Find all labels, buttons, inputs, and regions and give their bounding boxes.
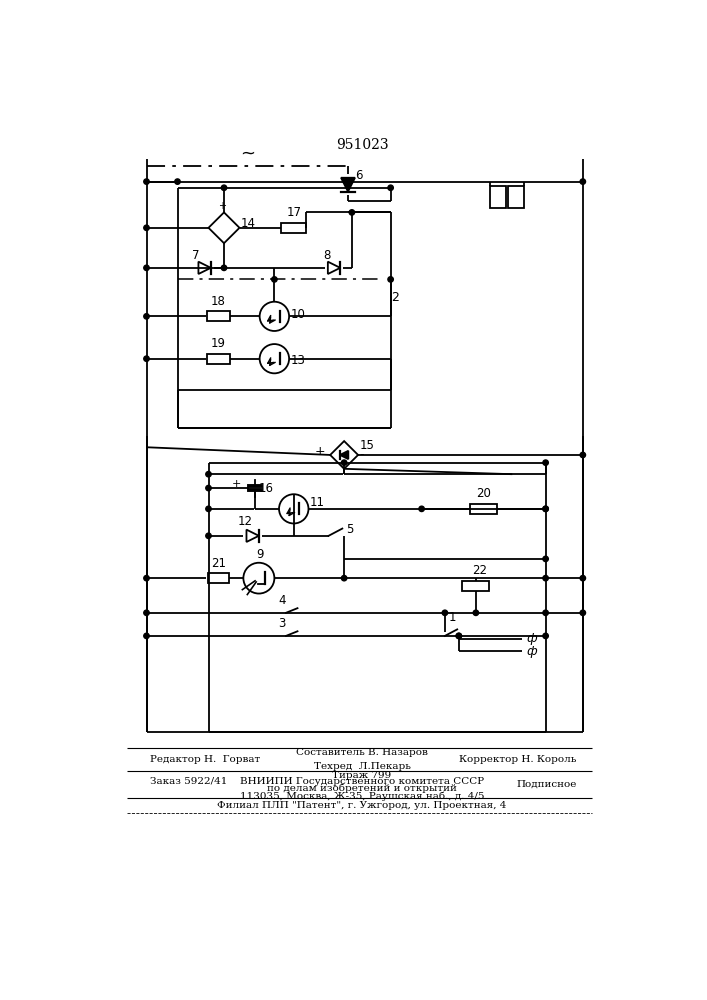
Circle shape (144, 610, 149, 615)
Text: ф: ф (526, 645, 537, 658)
Circle shape (543, 633, 549, 639)
Text: 17: 17 (286, 206, 301, 219)
Text: 12: 12 (238, 515, 252, 528)
Polygon shape (269, 353, 280, 364)
Bar (462, 581, 489, 591)
Circle shape (543, 556, 549, 562)
Text: 19: 19 (211, 337, 226, 350)
Text: 1: 1 (449, 611, 456, 624)
Text: 3: 3 (279, 617, 286, 630)
Bar (470, 504, 497, 514)
Polygon shape (330, 441, 358, 469)
Text: Тираж 799: Тираж 799 (332, 771, 392, 780)
Circle shape (580, 452, 585, 458)
Bar (207, 354, 230, 364)
Circle shape (279, 494, 308, 523)
Circle shape (341, 575, 347, 581)
Circle shape (388, 185, 393, 190)
Bar (281, 223, 306, 233)
Circle shape (442, 610, 448, 615)
Text: ВНИИПИ Государственного комитета СССР: ВНИИПИ Государственного комитета СССР (240, 777, 484, 786)
Circle shape (456, 633, 462, 639)
Circle shape (144, 225, 149, 230)
Circle shape (543, 460, 549, 465)
Text: 5: 5 (346, 523, 353, 536)
Text: ~: ~ (240, 144, 255, 162)
Circle shape (144, 575, 149, 581)
Text: 11: 11 (310, 496, 325, 509)
Circle shape (144, 265, 149, 271)
Circle shape (206, 472, 211, 477)
Text: Составитель В. Назаров: Составитель В. Назаров (296, 748, 428, 757)
Circle shape (580, 179, 585, 184)
Text: -: - (360, 448, 364, 461)
Circle shape (388, 277, 393, 282)
Text: по делам изобретений и открытий: по делам изобретений и открытий (267, 784, 457, 793)
Text: 10: 10 (291, 308, 305, 321)
Text: 22: 22 (472, 564, 487, 577)
Text: 4: 4 (279, 594, 286, 607)
Circle shape (221, 265, 227, 271)
Circle shape (341, 460, 347, 465)
Polygon shape (288, 503, 299, 514)
Circle shape (543, 575, 549, 581)
Circle shape (144, 633, 149, 639)
Circle shape (144, 314, 149, 319)
Bar (208, 573, 230, 583)
Text: Заказ 5922/41: Заказ 5922/41 (151, 777, 228, 786)
Text: 951023: 951023 (336, 138, 388, 152)
Circle shape (144, 356, 149, 361)
Polygon shape (269, 311, 280, 322)
Text: 14: 14 (241, 217, 256, 230)
Circle shape (543, 610, 549, 615)
Bar (508, 186, 524, 208)
Polygon shape (340, 451, 349, 459)
Circle shape (543, 506, 549, 512)
Circle shape (419, 506, 424, 512)
Circle shape (206, 506, 211, 512)
Text: Техред  Л.Пекарь: Техред Л.Пекарь (313, 762, 410, 771)
Circle shape (221, 185, 227, 190)
Bar (490, 186, 506, 208)
Text: 9: 9 (257, 548, 264, 561)
Circle shape (175, 179, 180, 184)
Circle shape (349, 210, 355, 215)
Circle shape (271, 277, 277, 282)
Text: Редактор Н.  Горват: Редактор Н. Горват (151, 755, 261, 764)
Circle shape (543, 506, 549, 512)
Text: 2: 2 (391, 291, 399, 304)
Circle shape (259, 302, 289, 331)
Polygon shape (209, 212, 240, 243)
Circle shape (144, 179, 149, 184)
Text: 6: 6 (355, 169, 363, 182)
Circle shape (580, 575, 585, 581)
Text: +: + (218, 201, 226, 211)
Text: 13: 13 (291, 354, 305, 367)
Circle shape (473, 610, 479, 615)
Text: 21: 21 (211, 557, 226, 570)
Text: +: + (314, 445, 325, 458)
Text: 8: 8 (323, 249, 331, 262)
Circle shape (456, 633, 462, 639)
Circle shape (259, 344, 289, 373)
Text: 18: 18 (211, 295, 226, 308)
Text: 16: 16 (259, 482, 274, 495)
Text: +: + (232, 479, 241, 489)
Text: ф: ф (526, 632, 537, 645)
Text: Корректор Н. Король: Корректор Н. Король (460, 755, 577, 764)
Circle shape (580, 610, 585, 615)
Circle shape (206, 533, 211, 538)
Text: Филиал ПЛП "Патент", г. Ужгород, ул. Проектная, 4: Филиал ПЛП "Патент", г. Ужгород, ул. Про… (217, 801, 507, 810)
Text: 20: 20 (477, 487, 491, 500)
Text: 15: 15 (360, 439, 375, 452)
Text: 7: 7 (192, 249, 199, 262)
Text: Подписное: Подписное (516, 780, 577, 789)
Circle shape (206, 485, 211, 491)
Text: 113035, Москва, Ж-35, Раушская наб., д. 4/5: 113035, Москва, Ж-35, Раушская наб., д. … (240, 792, 484, 801)
Polygon shape (341, 178, 355, 192)
Bar (207, 311, 230, 321)
Polygon shape (253, 572, 264, 584)
Circle shape (243, 563, 274, 594)
